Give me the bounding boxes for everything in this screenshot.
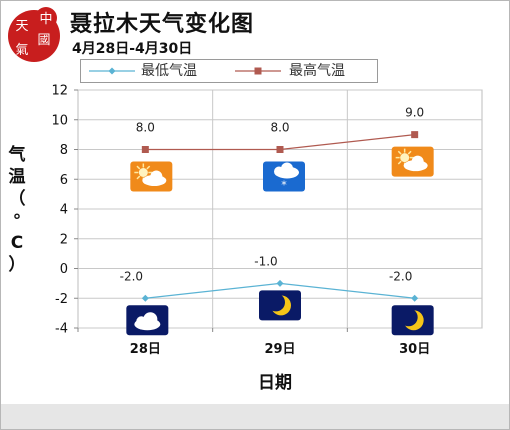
y-axis-label-char: ） <box>8 255 26 275</box>
crescent-moon-icon <box>391 305 434 336</box>
sun-shape <box>400 153 410 163</box>
sun-ray <box>146 165 151 170</box>
legend-low-marker <box>89 67 135 75</box>
high-point <box>141 146 149 153</box>
x-tick-label: 29日 <box>264 342 295 357</box>
y-tick-label: 0 <box>60 262 68 277</box>
data-label: 8.0 <box>270 121 289 135</box>
high-point <box>276 146 284 153</box>
moon-shadow <box>399 308 418 327</box>
sun-ray <box>136 175 141 180</box>
y-axis-label-char: 气 <box>8 145 26 165</box>
sun-ray <box>397 150 402 155</box>
y-tick-label: 10 <box>51 113 68 128</box>
svg-text:國: 國 <box>37 33 50 48</box>
sun-ray <box>397 160 402 165</box>
low-point <box>411 294 419 302</box>
y-axis-label-char: ° <box>12 211 22 231</box>
partly-cloudy-icon <box>391 146 434 177</box>
cloud-puff <box>411 155 424 168</box>
partly-cloudy-icon <box>130 161 173 192</box>
legend-high-label: 最高气温 <box>289 63 345 79</box>
chart-subtitle: 4月28日-4月30日 <box>72 41 193 57</box>
data-label: -2.0 <box>120 269 143 283</box>
x-tick-label: 30日 <box>399 342 430 357</box>
y-tick-label: -4 <box>55 322 68 337</box>
cloud-puff <box>143 312 158 327</box>
y-tick-label: 8 <box>60 143 68 158</box>
sun-shape <box>138 168 148 177</box>
y-axis-label-char: 温 <box>8 167 26 187</box>
cloud-puff <box>150 170 163 183</box>
crescent-moon-icon <box>259 290 301 321</box>
legend-low-label: 最低气温 <box>141 63 197 79</box>
svg-text:天: 天 <box>15 19 28 34</box>
x-axis-label: 日期 <box>258 373 292 393</box>
sun-ray <box>136 165 141 170</box>
y-axis-label-char: C <box>10 233 24 253</box>
high-point <box>411 131 419 139</box>
data-label: -2.0 <box>389 269 412 283</box>
y-tick-label: 12 <box>51 84 68 99</box>
low-point <box>141 294 149 302</box>
data-label: 8.0 <box>136 121 155 135</box>
cloudy-night-icon <box>126 305 169 336</box>
sun-ray <box>407 150 412 155</box>
chart-title: 聂拉木天气变化图 <box>70 12 255 37</box>
bottom-band <box>1 404 509 429</box>
svg-text:氣: 氣 <box>15 43 28 58</box>
y-tick-label: 4 <box>60 203 68 218</box>
data-label: 9.0 <box>405 106 424 120</box>
snowflake: * <box>281 179 287 192</box>
y-axis-label-char: （ <box>8 189 26 209</box>
low-point <box>276 279 284 287</box>
x-tick-label: 28日 <box>130 342 161 357</box>
legend: 最低气温 最高气温 <box>80 59 378 83</box>
cloud-puff <box>136 316 147 327</box>
snow-icon: * <box>263 161 305 192</box>
data-label: -1.0 <box>254 254 277 268</box>
y-axis-label: 气温（° C） <box>4 144 30 276</box>
cloud-puff <box>274 166 284 177</box>
y-tick-label: 2 <box>60 232 68 247</box>
china-weather-logo: 中 天 國 氣 <box>8 7 60 62</box>
y-tick-label: -2 <box>55 292 68 307</box>
moon-shadow <box>267 293 285 312</box>
y-tick-label: 6 <box>60 173 68 188</box>
svg-text:中: 中 <box>39 12 52 27</box>
legend-high-marker <box>235 67 281 75</box>
